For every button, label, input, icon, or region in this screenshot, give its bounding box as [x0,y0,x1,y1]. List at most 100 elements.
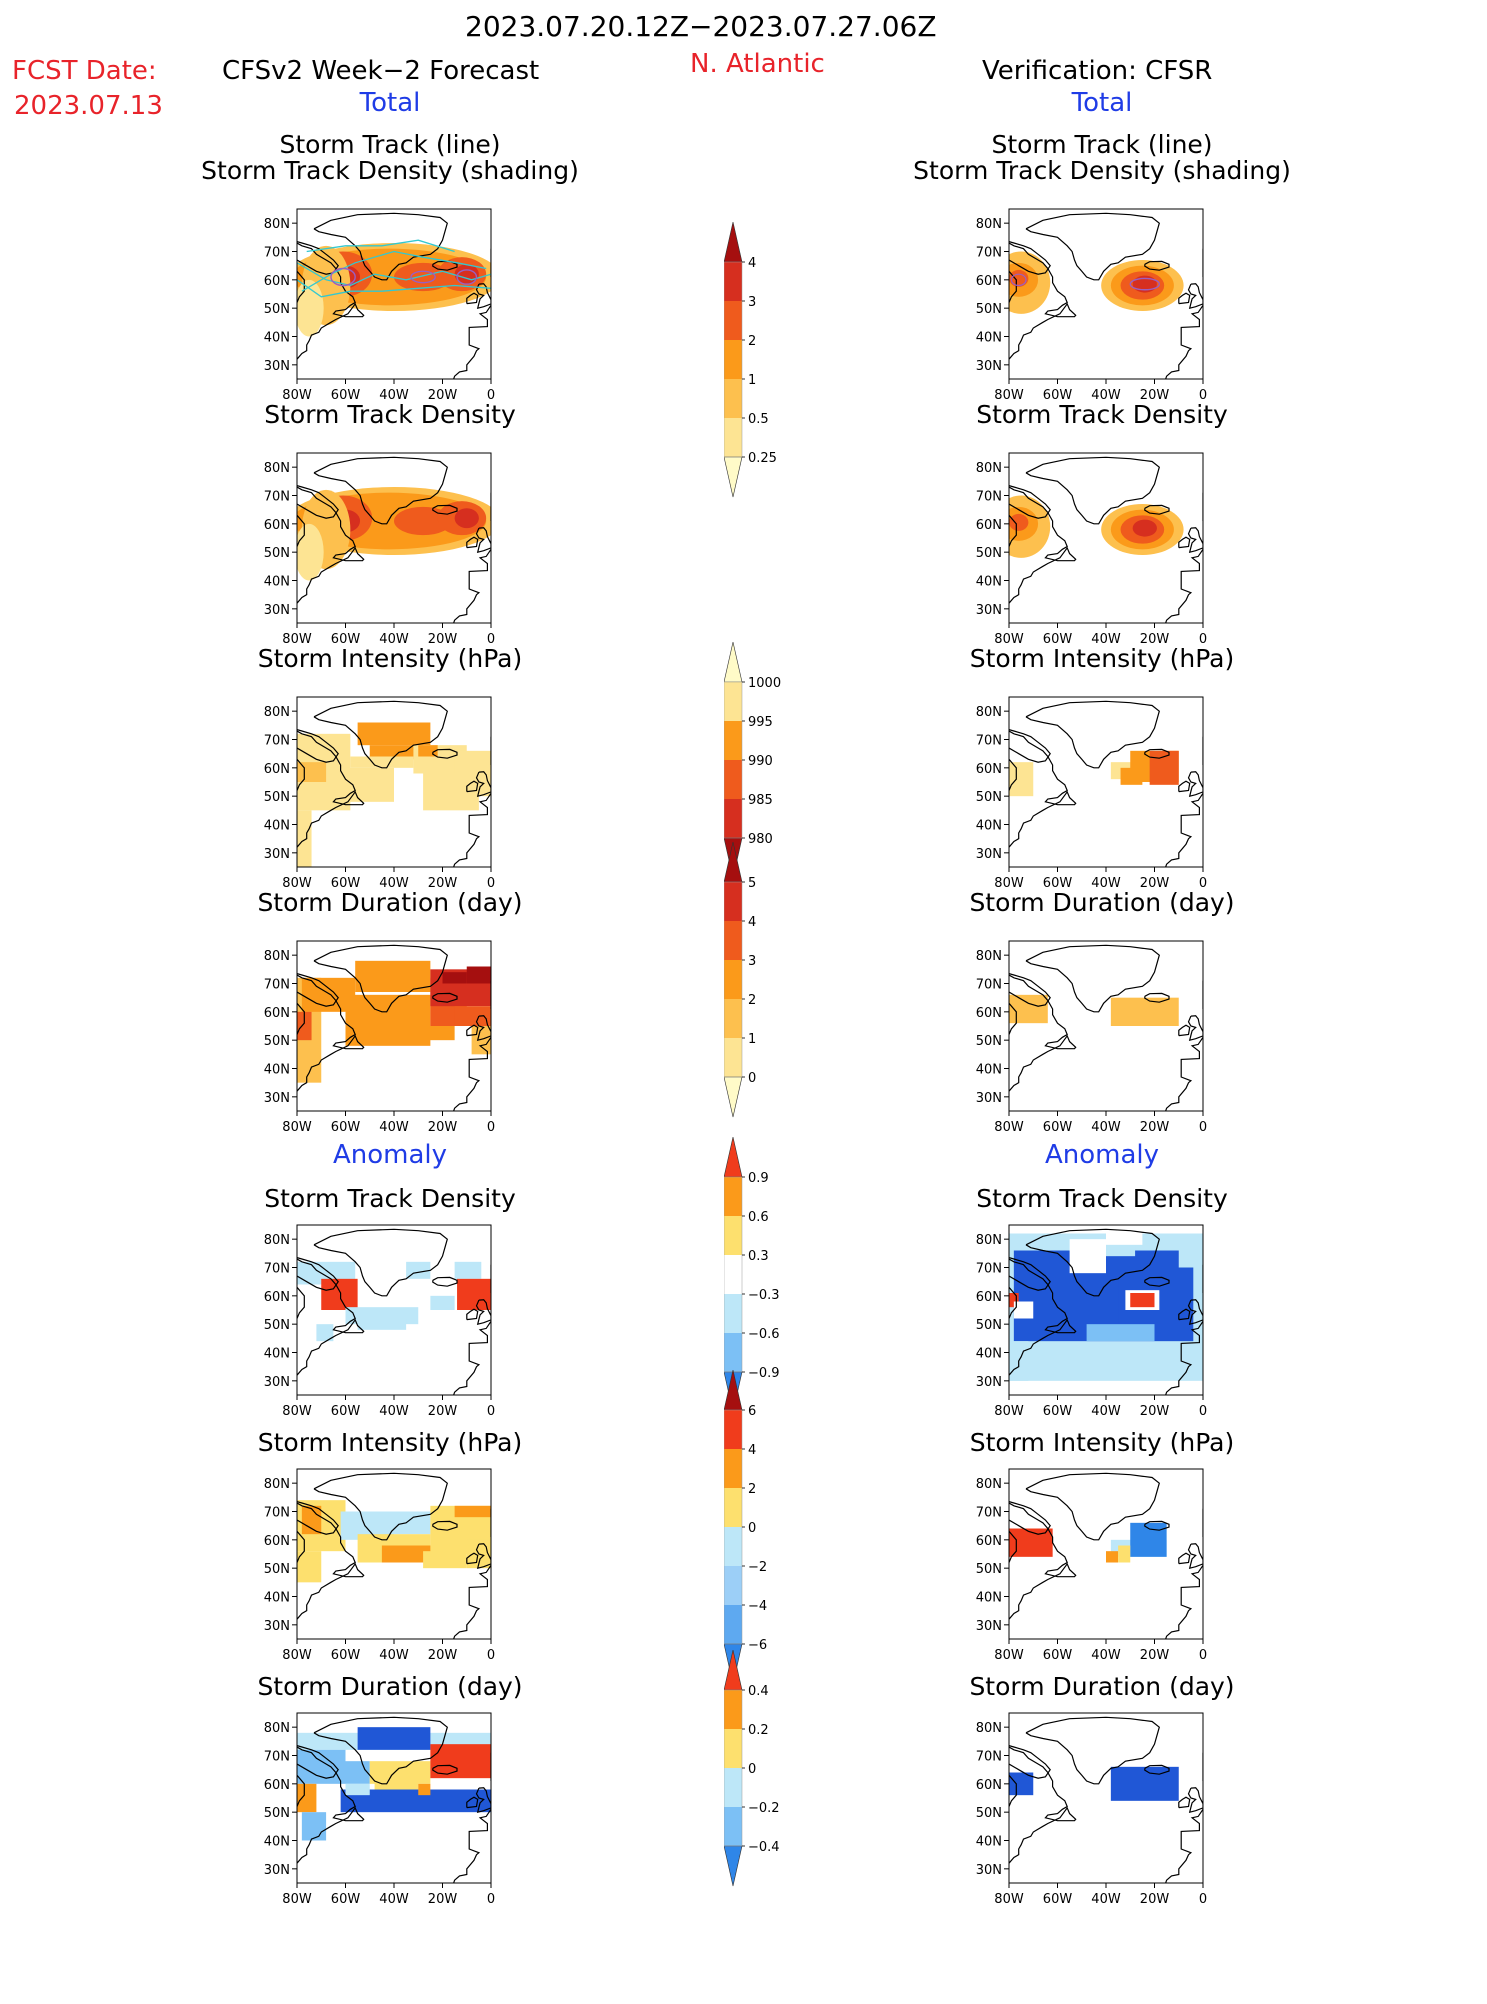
x-tick-label: 80W [994,388,1024,403]
shading-layer [297,722,491,867]
coastline [453,792,491,867]
y-tick-label: 60N [264,1534,290,1549]
coastline [1187,771,1203,798]
coastline [1025,1228,1160,1297]
y-tick-label: 80N [264,461,290,476]
shading-cell [345,1761,370,1784]
x-tick-label: 20W [1140,1648,1170,1663]
coastline [1178,1024,1191,1037]
coastline [1025,456,1160,525]
coastline-layer [297,1472,491,1639]
x-tick-label: 0 [1199,632,1207,647]
density-blob [1009,269,1029,287]
x-tick-label: 60W [331,1892,361,1907]
y-tick-label: 70N [976,246,1002,261]
coastline [1009,486,1077,604]
x-tick-label: 0 [1199,876,1207,891]
shading-layer [297,487,491,581]
shading-cell [1009,1772,1034,1796]
coastline [1009,241,1051,275]
shading-cell [355,960,431,992]
x-tick-label: 40W [1091,1404,1121,1419]
coastline [1178,780,1191,793]
shading-cell [297,1749,346,1784]
x-tick-label: 60W [331,1120,361,1135]
y-tick-label: 60N [976,1778,1002,1793]
x-tick-label: 80W [994,1404,1024,1419]
y-tick-label: 50N [264,1318,290,1333]
shading-cell [381,1545,431,1563]
coastline [297,1257,339,1291]
panel-title-intensity-anom-right: Storm Intensity (hPa) [969,1428,1235,1457]
y-tick-label: 60N [264,1778,290,1793]
shading-cell [466,966,491,984]
x-tick-label: 20W [428,632,458,647]
y-tick-label: 70N [264,246,290,261]
coastline [1187,1787,1203,1814]
coastline [297,729,339,763]
x-tick-label: 20W [1140,876,1170,891]
y-tick-label: 70N [976,1506,1002,1521]
panel-title-intensity-left: Storm Intensity (hPa) [257,644,523,673]
colorbar-segment [724,799,742,838]
colorbar-label: 0 [748,1762,756,1777]
x-tick-label: 20W [1140,1120,1170,1135]
shading-cell [394,1511,431,1535]
colorbar-segment [724,301,742,340]
shading-cell [418,1783,431,1796]
x-tick-label: 0 [487,1648,495,1663]
y-tick-label: 50N [976,1562,1002,1577]
colorbar-bottom-arrow [724,1076,743,1118]
map-panel-8: 80W 60W 40W 20W 0 80N 70N 60N 50N 40N 30N [976,940,1207,1135]
y-tick-label: 40N [976,819,1002,834]
colorbar-segment [724,1177,742,1216]
panel-title-duration-anom-left: Storm Duration (day) [257,1672,523,1701]
x-tick-label: 60W [1043,388,1073,403]
track-line [306,239,455,253]
colorbar-label: 1000 [748,676,781,691]
coastline [297,242,365,360]
colorbar-label: 0.6 [748,1210,769,1225]
coastline [297,974,365,1092]
colorbar-label: 0.3 [748,1249,769,1264]
coastline [1025,700,1160,769]
y-tick-label: 30N [976,1863,1002,1878]
coastline [1165,548,1203,623]
coastline [1009,242,1077,360]
coastline [313,1472,448,1541]
coastline [1009,729,1051,763]
y-tick-label: 80N [264,1477,290,1492]
coastline [475,1787,491,1814]
colorbar-label: 3 [748,295,756,310]
density-blob [454,508,479,529]
coastline [313,1228,448,1297]
coastline [1009,1002,1017,1035]
coastline [1009,1774,1017,1807]
y-tick-label: 60N [976,762,1002,777]
coastline [313,456,448,525]
y-tick-label: 80N [976,949,1002,964]
coastline [1144,260,1170,271]
y-tick-label: 40N [976,575,1002,590]
coastline-layer [297,700,491,867]
shading-cell [374,1778,419,1790]
colorbar-bottom-arrow [724,1845,743,1887]
coastline [1165,304,1203,379]
density-blob [394,506,453,536]
date-range-title: 2023.07.20.12Z−2023.07.27.06Z [465,10,937,43]
y-tick-label: 70N [976,978,1002,993]
coastline [432,1520,458,1531]
region-title: N. Atlantic [690,49,825,79]
colorbar-segment [724,379,742,418]
x-tick-label: 0 [487,1404,495,1419]
shading-cell [423,773,479,811]
y-tick-label: 30N [976,603,1002,618]
x-tick-label: 0 [1199,1404,1207,1419]
x-tick-label: 60W [331,388,361,403]
colorbar-outline [724,261,743,458]
y-tick-label: 80N [976,461,1002,476]
coastline [297,1286,305,1319]
y-tick-label: 60N [976,1006,1002,1021]
y-tick-label: 60N [976,1534,1002,1549]
coastline [432,992,458,1003]
